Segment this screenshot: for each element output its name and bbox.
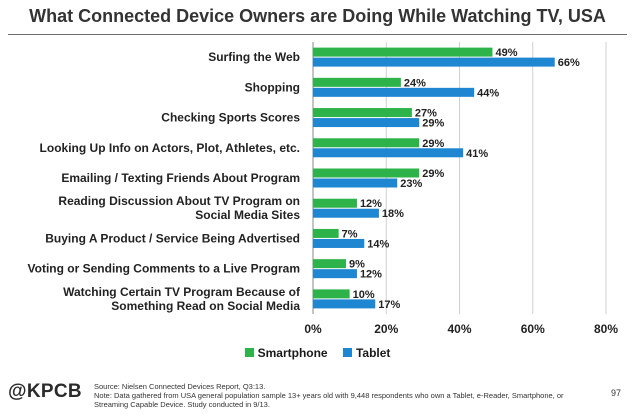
legend-swatch-smartphone: [244, 348, 254, 357]
data-label: 14%: [367, 238, 389, 250]
source-note: Source: Nielsen Connected Devices Report…: [94, 382, 580, 409]
category-label: Voting or Sending Comments to a Live Pro…: [28, 262, 300, 276]
x-tick-label: 40%: [447, 322, 471, 336]
data-label: 17%: [378, 299, 400, 311]
bar-smartphone: [313, 228, 339, 238]
data-label: 29%: [422, 168, 444, 180]
bar-smartphone: [313, 198, 357, 208]
data-label: 29%: [422, 138, 444, 150]
data-label: 12%: [360, 198, 382, 210]
bar-tablet: [313, 118, 420, 128]
category-label: Buying A Product / Service Being Adverti…: [45, 231, 300, 245]
bar-tablet: [313, 238, 365, 248]
bar-smartphone: [313, 108, 412, 118]
legend-label-tablet: Tablet: [355, 346, 391, 360]
bar-tablet: [313, 87, 475, 97]
x-tick-label: 20%: [374, 322, 398, 336]
data-label: 27%: [415, 108, 437, 120]
bar-smartphone: [313, 47, 493, 57]
category-label: Watching Certain TV Program Because of: [63, 285, 301, 299]
bar-smartphone: [313, 138, 420, 148]
data-label: 18%: [382, 208, 404, 220]
data-label: 66%: [558, 57, 580, 69]
data-label: 29%: [422, 118, 444, 130]
bar-tablet: [313, 269, 357, 279]
data-label: 44%: [477, 87, 499, 99]
legend-item-tablet: Tablet: [342, 346, 391, 360]
legend-item-smartphone: Smartphone: [244, 346, 328, 360]
note-text: Note: Data gathered from USA general pop…: [94, 391, 564, 409]
category-label: Emailing / Texting Friends About Program: [61, 171, 300, 185]
data-label: 7%: [342, 228, 358, 240]
bar-tablet: [313, 178, 398, 188]
page-number: 97: [610, 388, 621, 398]
bar-tablet: [313, 299, 376, 309]
x-tick-label: 80%: [594, 322, 618, 336]
x-tick-label: 0%: [304, 322, 322, 336]
bar-tablet: [313, 57, 555, 67]
data-label: 41%: [466, 148, 488, 160]
category-label: Surfing the Web: [208, 50, 300, 64]
data-label: 49%: [495, 47, 517, 59]
chart-title: What Connected Device Owners are Doing W…: [29, 6, 606, 26]
data-label: 9%: [349, 259, 365, 271]
kpcb-logo: @KPCB: [8, 381, 82, 402]
data-label: 24%: [404, 77, 426, 89]
category-label: Reading Discussion About TV Program on: [58, 194, 300, 208]
category-label: Looking Up Info on Actors, Plot, Athlete…: [40, 141, 300, 155]
category-label: Shopping: [245, 80, 300, 94]
chart-legend: Smartphone Tablet: [0, 346, 635, 360]
category-label: Checking Sports Scores: [161, 111, 300, 125]
category-label: Something Read on Social Media: [111, 299, 300, 313]
bar-smartphone: [313, 259, 346, 269]
bar-tablet: [313, 148, 464, 158]
bar-smartphone: [313, 168, 420, 178]
source-text: Source: Nielsen Connected Devices Report…: [94, 382, 266, 391]
data-label: 12%: [360, 269, 382, 281]
legend-swatch-tablet: [342, 348, 352, 357]
data-label: 10%: [353, 289, 375, 301]
bar-tablet: [313, 208, 379, 218]
legend-label-smartphone: Smartphone: [257, 346, 328, 360]
category-label: Social Media Sites: [195, 208, 300, 222]
data-label: 23%: [400, 178, 422, 190]
bar-smartphone: [313, 77, 401, 87]
x-tick-label: 60%: [521, 322, 545, 336]
bar-smartphone: [313, 289, 350, 299]
title-divider: [8, 34, 627, 35]
